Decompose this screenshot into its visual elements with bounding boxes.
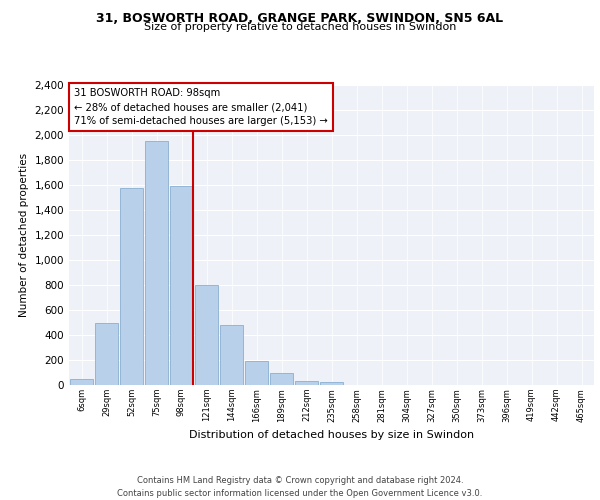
Bar bbox=[220, 325, 243, 385]
Y-axis label: Number of detached properties: Number of detached properties bbox=[19, 153, 29, 317]
Bar bbox=[295, 381, 318, 385]
Bar bbox=[170, 186, 193, 385]
Text: Size of property relative to detached houses in Swindon: Size of property relative to detached ho… bbox=[144, 22, 456, 32]
Bar bbox=[70, 379, 93, 385]
Text: 31, BOSWORTH ROAD, GRANGE PARK, SWINDON, SN5 6AL: 31, BOSWORTH ROAD, GRANGE PARK, SWINDON,… bbox=[97, 12, 503, 26]
X-axis label: Distribution of detached houses by size in Swindon: Distribution of detached houses by size … bbox=[189, 430, 474, 440]
Bar bbox=[270, 373, 293, 385]
Bar bbox=[95, 322, 118, 385]
Bar bbox=[245, 360, 268, 385]
Bar bbox=[320, 382, 343, 385]
Bar bbox=[145, 141, 168, 385]
Bar bbox=[195, 285, 218, 385]
Text: Contains HM Land Registry data © Crown copyright and database right 2024.
Contai: Contains HM Land Registry data © Crown c… bbox=[118, 476, 482, 498]
Text: 31 BOSWORTH ROAD: 98sqm
← 28% of detached houses are smaller (2,041)
71% of semi: 31 BOSWORTH ROAD: 98sqm ← 28% of detache… bbox=[74, 88, 328, 126]
Bar bbox=[120, 188, 143, 385]
